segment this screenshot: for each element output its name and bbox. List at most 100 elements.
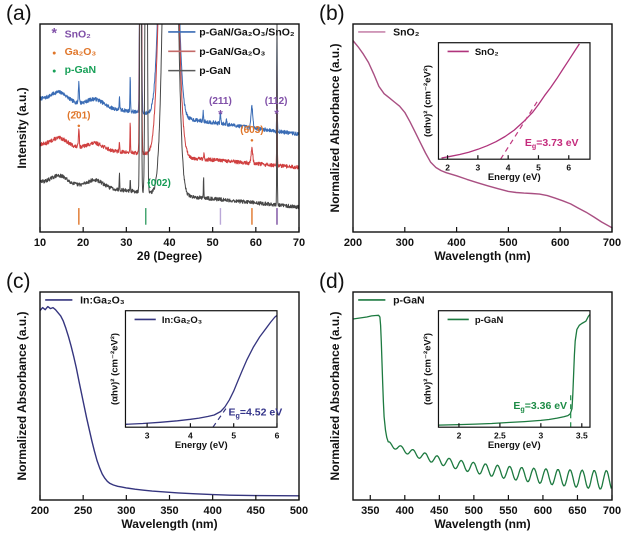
a-legend-label: p-GaN xyxy=(199,65,231,77)
d-inset-plot-area: 2 2.5 3 3.5 Energy (eV) (αhν)² (cm⁻²eV²) p-GaN… xyxy=(422,310,591,451)
c-x-tick-label: 350 xyxy=(160,505,178,517)
d-frame xyxy=(352,291,613,501)
d-x-tick-label: 500 xyxy=(465,505,483,517)
d-x-tick-label: 700 xyxy=(603,505,621,517)
c-inset-x-tick-label: 3 xyxy=(145,431,150,441)
a-legend-label: p-GaN/Ga₂O₃/SnO₂ xyxy=(199,26,295,38)
d-x-tick-label: 400 xyxy=(396,505,414,517)
d-x-axis-label: Wavelength (nm) xyxy=(434,517,530,531)
b-frame xyxy=(352,23,613,233)
b-inset-x-tick-label: 4 xyxy=(506,163,511,173)
c-inset-x-axis-label: Energy (eV) xyxy=(175,440,228,451)
a-plot-area: 10 20 30 40 50 60 70 2θ (Degree) Intensity (a.u.… xyxy=(15,23,305,263)
d-inset-y-axis-label: (αhν)² (cm⁻²eV²) xyxy=(422,333,433,405)
panel-a-label: (a) xyxy=(6,2,32,25)
a-annotation: ● xyxy=(250,138,254,144)
b-x-tick-label: 300 xyxy=(396,237,414,249)
panel-d-label: (d) xyxy=(319,270,345,293)
a-legend-marker: ● xyxy=(52,68,56,75)
b-inset-bandgap-label: Eg=3.73 eV xyxy=(525,137,579,151)
c-y-axis-label: Normalized Absorbance (a.u.) xyxy=(15,312,29,481)
d-x-tick-label: 450 xyxy=(430,505,448,517)
b-x-tick-label: 700 xyxy=(603,237,621,249)
a-legend-marker: ● xyxy=(52,50,56,57)
a-x-axis-label: 2θ (Degree) xyxy=(137,249,202,263)
d-inset-x-axis-label: Energy (eV) xyxy=(488,440,541,451)
b-x-tick-label: 200 xyxy=(344,237,362,249)
c-inset-tangent-line xyxy=(212,408,227,428)
d-x-tick-label: 550 xyxy=(499,505,517,517)
b-inset-x-tick-label: 3 xyxy=(475,163,480,173)
c-inset-frame xyxy=(124,310,278,428)
b-x-tick-label: 400 xyxy=(447,237,465,249)
a-annotation: (211) xyxy=(209,96,232,107)
a-annotation: (2̄01) xyxy=(67,111,90,122)
d-series-1 xyxy=(353,314,612,490)
b-x-tick-label: 500 xyxy=(499,237,517,249)
b-plot-area: 200 300 400 500 600 700 Wavelength (nm) Normali… xyxy=(328,23,621,263)
d-inset-x-tick-label: 2 xyxy=(457,431,462,441)
c-inset-legend-label: In:Ga₂O₃ xyxy=(162,315,202,326)
d-inset-x-tick-label: 2.5 xyxy=(494,431,506,441)
d-y-axis-label: Normalized Absorbance (a.u.) xyxy=(328,312,342,481)
d-x-tick-label: 650 xyxy=(568,505,586,517)
c-x-tick-label: 200 xyxy=(31,505,49,517)
c-inset-x-tick-label: 5 xyxy=(231,431,236,441)
panel-b-label: (b) xyxy=(319,2,345,25)
a-legend-label: p-GaN/Ga₂O₃ xyxy=(199,46,265,58)
a-legend-label: p-GaN xyxy=(65,64,97,76)
b-inset-y-axis-label: (αhν)² (cm⁻²eV²) xyxy=(422,65,433,137)
a-annotation: * xyxy=(274,107,279,121)
a-x-tick-label: 60 xyxy=(250,237,262,249)
c-series-1 xyxy=(40,305,299,497)
d-inset-x-tick-label: 3.5 xyxy=(576,431,588,441)
d-legend-label: p-GaN xyxy=(393,294,425,306)
c-inset-plot-area: 3 4 5 6 Energy (eV) (αhν)² (cm⁻²eV²) In:Ga₂O₃ E… xyxy=(109,310,283,451)
a-legend-marker: * xyxy=(52,25,58,41)
a-series-1 xyxy=(40,24,299,137)
c-x-tick-label: 300 xyxy=(117,505,135,517)
d-inset-legend-label: p-GaN xyxy=(475,315,504,326)
c-inset-x-tick-label: 4 xyxy=(188,431,193,441)
b-x-tick-label: 600 xyxy=(551,237,569,249)
b-inset-x-tick-label: 6 xyxy=(566,163,571,173)
panel-b-absorbance-chart: 200 300 400 500 600 700 Wavelength (nm) Normali… xyxy=(328,23,621,263)
b-legend-label: SnO₂ xyxy=(393,26,420,38)
panel-d-absorbance-chart: 350 400 450 500 550 600 650 700 Wavelength (nm) N… xyxy=(328,291,621,531)
a-annotation: * xyxy=(218,108,223,122)
c-x-tick-label: 500 xyxy=(290,505,308,517)
b-inset-legend-label: SnO₂ xyxy=(475,47,499,58)
a-legend-label: Ga₂O₃ xyxy=(65,46,97,58)
a-annotation: ● xyxy=(147,181,151,187)
b-inset-tangent-line xyxy=(500,98,540,160)
a-x-tick-label: 10 xyxy=(34,237,46,249)
c-inset-bandgap-label: Eg=4.52 eV xyxy=(229,407,283,421)
a-x-tick-label: 40 xyxy=(163,237,175,249)
a-y-axis-label: Intensity (a.u.) xyxy=(15,87,29,168)
c-plot-area: 200 250 300 350 400 450 500 Wavelength (nm) Norm… xyxy=(15,291,308,531)
c-inset-series-1 xyxy=(125,314,277,425)
a-annotation: (002) xyxy=(147,178,170,189)
b-inset-x-tick-label: 5 xyxy=(536,163,541,173)
a-x-tick-label: 20 xyxy=(77,237,89,249)
d-x-tick-label: 350 xyxy=(361,505,379,517)
a-annotation: (112) xyxy=(265,96,288,107)
b-inset-series-1 xyxy=(441,43,580,159)
a-x-tick-label: 50 xyxy=(207,237,219,249)
c-inset-y-axis-label: (αhν)² (cm⁻²eV²) xyxy=(109,333,120,405)
d-inset-x-tick-label: 3 xyxy=(538,431,543,441)
c-x-tick-label: 250 xyxy=(74,505,92,517)
b-inset-plot-area: 2 3 4 5 6 Energy (eV) (αhν)² (cm⁻²eV²) SnO₂ Eg=3… xyxy=(422,42,591,183)
panel-c-absorbance-chart: 200 250 300 350 400 450 500 Wavelength (nm) Norm… xyxy=(15,291,308,531)
panel-a-xrd-chart: 10 20 30 40 50 60 70 2θ (Degree) Intensity (a.u.… xyxy=(15,23,305,263)
panel-c-label: (c) xyxy=(6,270,31,293)
d-inset-frame xyxy=(437,310,591,428)
a-x-tick-label: 70 xyxy=(293,237,305,249)
c-inset-x-tick-label: 6 xyxy=(275,431,280,441)
b-inset-x-tick-label: 2 xyxy=(445,163,450,173)
b-inset-x-axis-label: Energy (eV) xyxy=(488,172,541,183)
b-y-axis-label: Normalized Absorbance (a.u.) xyxy=(328,44,342,213)
c-x-tick-label: 400 xyxy=(203,505,221,517)
b-x-axis-label: Wavelength (nm) xyxy=(434,249,530,263)
